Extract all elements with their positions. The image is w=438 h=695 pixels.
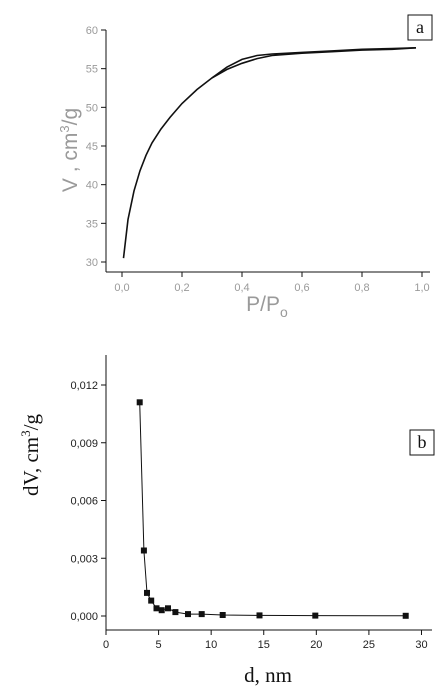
y-axis-label-a-group: V , cm3/g [57,108,82,192]
data-point [148,597,155,604]
y-tick-label-a: 55 [86,64,98,76]
series-b [136,399,409,619]
y-tick-label-b: 0,003 [70,553,98,565]
x-tick-label-a: 0,8 [354,282,369,294]
x-tick-label-a: 1,0 [414,282,429,294]
x-tick-label-b: 20 [310,639,322,651]
isotherm-line-1 [122,47,417,259]
ticks-a: 0,0 0,2 0,4 0,6 0,8 1,0 30 35 40 45 50 55 60 [86,25,430,294]
data-point [165,605,171,612]
x-tick-label-b: 10 [205,639,217,651]
panel-label-a: a [416,17,424,37]
data-point [219,612,226,618]
x-tick-label-b: 30 [415,639,427,651]
data-point [136,399,143,406]
isotherm-line-2 [211,47,417,79]
panel-label-box-b [409,429,435,456]
data-point [153,605,160,612]
x-axis-label-b: d, nm [244,663,292,687]
y-axis-label-b-sup: 3 [18,430,33,437]
series-a [122,47,417,259]
data-point [198,611,205,618]
x-axis-label-a-main: P/P [246,293,280,316]
plot-area-a [106,30,430,272]
y-axis-label-a-sup: 3 [57,125,72,132]
data-point [256,612,263,619]
data-point [172,609,179,616]
y-tick-label-a: 35 [86,218,98,230]
pore-distribution-line [139,402,406,617]
data-point [402,612,409,619]
data-point [158,607,165,614]
y-tick-label-b: 0,006 [70,496,98,508]
x-tick-label-a: 0,6 [294,282,309,294]
x-tick-label-a: 0,2 [174,282,189,294]
data-point [185,611,191,618]
y-tick-label-b: 0,009 [70,438,98,450]
x-tick-label-a: 0,4 [234,282,249,294]
data-point [140,547,147,554]
y-tick-label-a: 40 [86,180,98,192]
y-axis-label-a: V , cm3/g [57,108,82,192]
x-tick-label-a: 0,0 [114,282,129,294]
y-tick-label-a: 30 [86,257,98,269]
y-axis-label-a-main: V , cm [59,133,82,193]
y-axis-label-b-group: dV, cm3/g [18,414,43,496]
data-point [312,612,319,619]
y-axis-label-b: dV, cm3/g [18,414,43,496]
x-tick-label-b: 15 [258,639,270,651]
y-tick-label-a: 50 [86,102,98,114]
y-tick-label-a: 45 [86,141,98,153]
y-axis-label-b-tail: /g [19,414,43,431]
data-point [144,589,150,596]
panel-label-box-a [407,14,433,41]
y-tick-label-a: 60 [86,25,98,37]
x-axis-label-a: P/Po [246,293,288,320]
y-axis-label-a-tail: /g [59,108,82,126]
x-axis-label-a-sub: o [280,304,288,320]
y-tick-label-b: 0,000 [70,611,98,623]
ticks-b: 0 5 10 15 20 25 30 0,000 0,003 0,006 0,009 0,012 [70,380,427,651]
y-axis-label-b-main: dV, cm [19,437,43,496]
y-tick-label-b: 0,012 [70,380,98,392]
panel-label-b: b [418,432,427,452]
x-tick-label-b: 0 [103,639,109,651]
x-tick-label-b: 5 [156,639,162,651]
x-tick-label-b: 25 [363,639,375,651]
